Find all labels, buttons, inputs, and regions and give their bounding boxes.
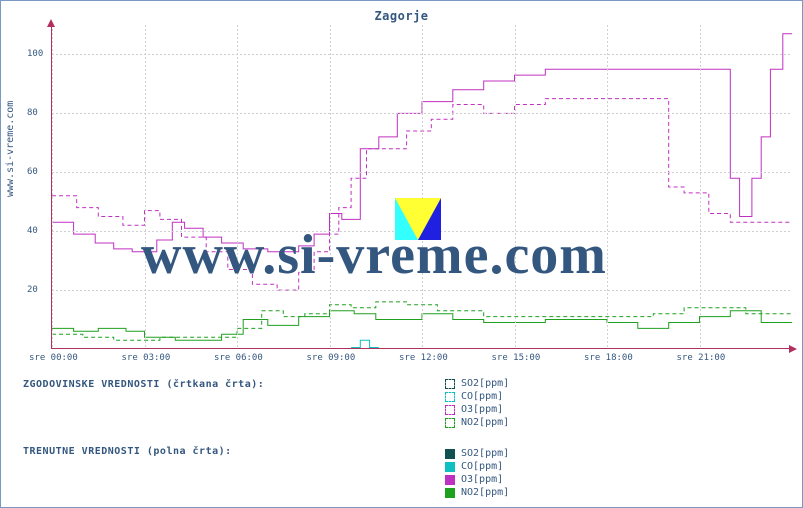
grid-line-v: [145, 25, 146, 349]
legend-row: CO[ppm]: [445, 390, 509, 403]
grid-line-v: [52, 25, 53, 349]
x-tick-label: sre 12:00: [399, 353, 448, 363]
chart-title: Zagorje: [1, 9, 802, 23]
legend-historical: SO2[ppm] CO[ppm] O3[ppm] NO2[ppm]: [445, 377, 509, 429]
legend-swatch: [445, 449, 455, 459]
legend-current-title: TRENUTNE VREDNOSTI (polna črta):: [23, 446, 794, 457]
y-tick-label: 20: [27, 285, 38, 295]
legend-row: SO2[ppm]: [445, 447, 509, 460]
legend-row: NO2[ppm]: [445, 416, 509, 429]
x-tick-label: sre 15:00: [492, 353, 541, 363]
x-tick-label: sre 03:00: [122, 353, 171, 363]
series-curr_co: [351, 340, 379, 347]
legend-row: O3[ppm]: [445, 403, 509, 416]
legend-area: ZGODOVINSKE VREDNOSTI (črtkana črta): SO…: [23, 377, 794, 459]
legend-label: O3[ppm]: [461, 404, 503, 415]
legend-historical-title: ZGODOVINSKE VREDNOSTI (črtkana črta):: [23, 379, 794, 390]
watermark-icon: [395, 198, 441, 240]
plot-area: [51, 25, 791, 349]
legend-swatch: [445, 418, 455, 428]
legend-label: NO2[ppm]: [461, 417, 509, 428]
grid-line-v: [237, 25, 238, 349]
grid-line-v: [330, 25, 331, 349]
legend-swatch: [445, 405, 455, 415]
legend-label: O3[ppm]: [461, 474, 503, 485]
grid-line-v: [607, 25, 608, 349]
chart-container: www.si-vreme.com Zagorje www.si-vreme.co…: [0, 0, 803, 508]
legend-swatch: [445, 462, 455, 472]
x-tick-label: sre 06:00: [214, 353, 263, 363]
y-tick-label: 80: [27, 108, 38, 118]
legend-row: CO[ppm]: [445, 460, 509, 473]
x-axis-arrow: [789, 345, 797, 353]
legend-label: SO2[ppm]: [461, 448, 509, 459]
legend-label: CO[ppm]: [461, 461, 503, 472]
y-tick-label: 100: [27, 49, 43, 59]
x-tick-label: sre 18:00: [584, 353, 633, 363]
side-watermark: www.si-vreme.com: [5, 101, 16, 197]
legend-swatch: [445, 488, 455, 498]
y-tick-label: 60: [27, 167, 38, 177]
x-tick-label: sre 09:00: [307, 353, 356, 363]
legend-swatch: [445, 379, 455, 389]
grid-line-v: [515, 25, 516, 349]
grid-line-v: [422, 25, 423, 349]
legend-swatch: [445, 475, 455, 485]
legend-row: O3[ppm]: [445, 473, 509, 486]
x-tick-label: sre 00:00: [29, 353, 78, 363]
legend-row: SO2[ppm]: [445, 377, 509, 390]
legend-label: SO2[ppm]: [461, 378, 509, 389]
legend-label: NO2[ppm]: [461, 487, 509, 498]
y-tick-label: 40: [27, 226, 38, 236]
y-axis-arrow: [47, 19, 55, 27]
grid-line-v: [700, 25, 701, 349]
legend-current: SO2[ppm] CO[ppm] O3[ppm] NO2[ppm]: [445, 447, 509, 499]
x-tick-label: sre 21:00: [677, 353, 726, 363]
legend-row: NO2[ppm]: [445, 486, 509, 499]
legend-swatch: [445, 392, 455, 402]
legend-label: CO[ppm]: [461, 391, 503, 402]
